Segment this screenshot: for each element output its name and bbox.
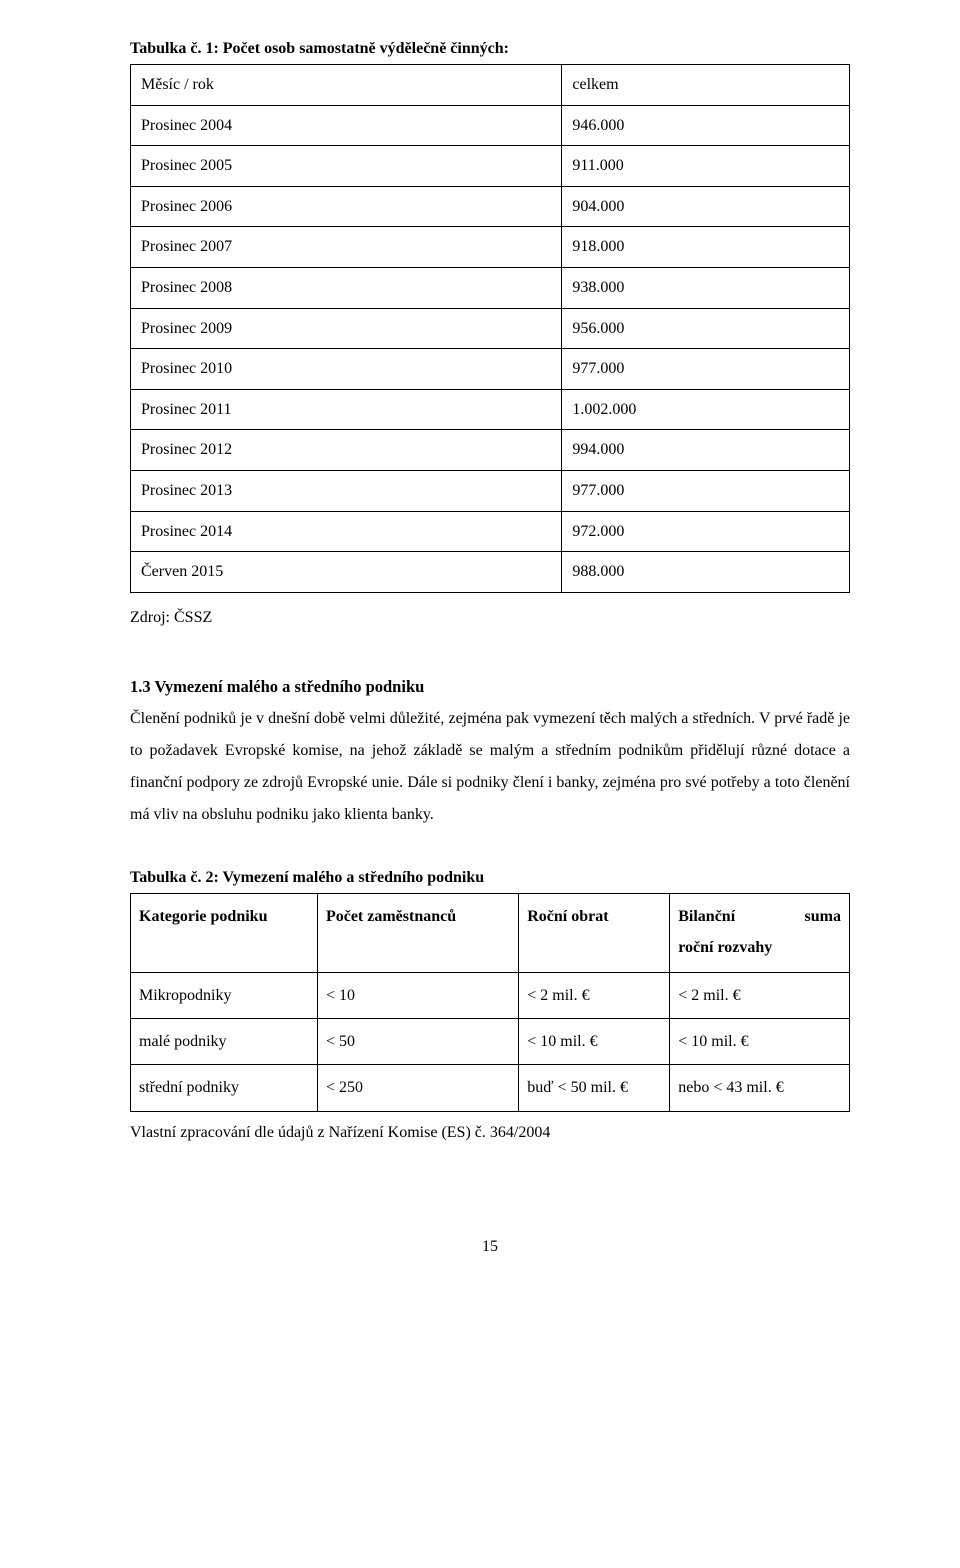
table1: Měsíc / rok celkem Prosinec 2004946.000 …: [130, 64, 850, 593]
table1-header-left: Měsíc / rok: [131, 65, 562, 106]
cell: Prosinec 2010: [131, 349, 562, 390]
cell: 988.000: [562, 552, 850, 593]
cell: 972.000: [562, 511, 850, 552]
cell: < 2 mil. €: [670, 973, 850, 1019]
cell: Prosinec 2007: [131, 227, 562, 268]
table2-header-c1: Kategorie podniku: [131, 894, 318, 973]
cell: 904.000: [562, 186, 850, 227]
cell: 994.000: [562, 430, 850, 471]
cell: Prosinec 2013: [131, 470, 562, 511]
cell: 938.000: [562, 267, 850, 308]
table-row: Červen 2015988.000: [131, 552, 850, 593]
table1-caption: Tabulka č. 1: Počet osob samostatně výdě…: [130, 40, 850, 58]
table2-header-c4-word2: suma: [805, 901, 841, 932]
cell: Červen 2015: [131, 552, 562, 593]
table-row: Měsíc / rok celkem: [131, 65, 850, 106]
table-row: malé podniky < 50 < 10 mil. € < 10 mil. …: [131, 1019, 850, 1065]
table-row: Prosinec 2009956.000: [131, 308, 850, 349]
cell: < 10 mil. €: [670, 1019, 850, 1065]
cell: 946.000: [562, 105, 850, 146]
cell: 911.000: [562, 146, 850, 187]
table-row: Prosinec 2014972.000: [131, 511, 850, 552]
cell: střední podniky: [131, 1065, 318, 1111]
cell: Prosinec 2009: [131, 308, 562, 349]
cell: 1.002.000: [562, 389, 850, 430]
cell: nebo < 43 mil. €: [670, 1065, 850, 1111]
table-row: Prosinec 2004946.000: [131, 105, 850, 146]
table2-header-c3: Roční obrat: [519, 894, 670, 973]
cell: < 10 mil. €: [519, 1019, 670, 1065]
table-row: Kategorie podniku Počet zaměstnanců Ročn…: [131, 894, 850, 973]
table2-header-c2: Počet zaměstnanců: [317, 894, 518, 973]
cell: Prosinec 2011: [131, 389, 562, 430]
table-row: Mikropodniky < 10 < 2 mil. € < 2 mil. €: [131, 973, 850, 1019]
cell: Prosinec 2012: [131, 430, 562, 471]
table2: Kategorie podniku Počet zaměstnanců Ročn…: [130, 893, 850, 1112]
table2-source: Vlastní zpracování dle údajů z Nařízení …: [130, 1118, 850, 1148]
table-row: Prosinec 2010977.000: [131, 349, 850, 390]
table-row: Prosinec 20111.002.000: [131, 389, 850, 430]
cell: < 10: [317, 973, 518, 1019]
cell: 977.000: [562, 349, 850, 390]
table1-source: Zdroj: ČSSZ: [130, 603, 850, 633]
cell: buď < 50 mil. €: [519, 1065, 670, 1111]
section-heading: 1.3 Vymezení malého a středního podniku: [130, 677, 850, 697]
table-row: Prosinec 2006904.000: [131, 186, 850, 227]
page-number: 15: [130, 1238, 850, 1256]
cell: Prosinec 2004: [131, 105, 562, 146]
cell: 956.000: [562, 308, 850, 349]
table-row: Prosinec 2013977.000: [131, 470, 850, 511]
section-paragraph: Členění podniků je v dnešní době velmi d…: [130, 703, 850, 831]
table2-header-c4-line2: roční rozvahy: [678, 932, 841, 963]
cell: Prosinec 2005: [131, 146, 562, 187]
table2-caption: Tabulka č. 2: Vymezení malého a středníh…: [130, 869, 850, 887]
cell: Mikropodniky: [131, 973, 318, 1019]
cell: Prosinec 2008: [131, 267, 562, 308]
cell: Prosinec 2006: [131, 186, 562, 227]
cell: malé podniky: [131, 1019, 318, 1065]
cell: 977.000: [562, 470, 850, 511]
table-row: Prosinec 2007918.000: [131, 227, 850, 268]
table-row: Prosinec 2005911.000: [131, 146, 850, 187]
table-row: Prosinec 2012994.000: [131, 430, 850, 471]
table2-header-c4: Bilanční suma roční rozvahy: [670, 894, 850, 973]
table2-header-c4-word1: Bilanční: [678, 901, 735, 932]
cell: < 250: [317, 1065, 518, 1111]
cell: < 2 mil. €: [519, 973, 670, 1019]
table1-header-right: celkem: [562, 65, 850, 106]
cell: Prosinec 2014: [131, 511, 562, 552]
table-row: střední podniky < 250 buď < 50 mil. € ne…: [131, 1065, 850, 1111]
cell: 918.000: [562, 227, 850, 268]
table-row: Prosinec 2008938.000: [131, 267, 850, 308]
cell: < 50: [317, 1019, 518, 1065]
